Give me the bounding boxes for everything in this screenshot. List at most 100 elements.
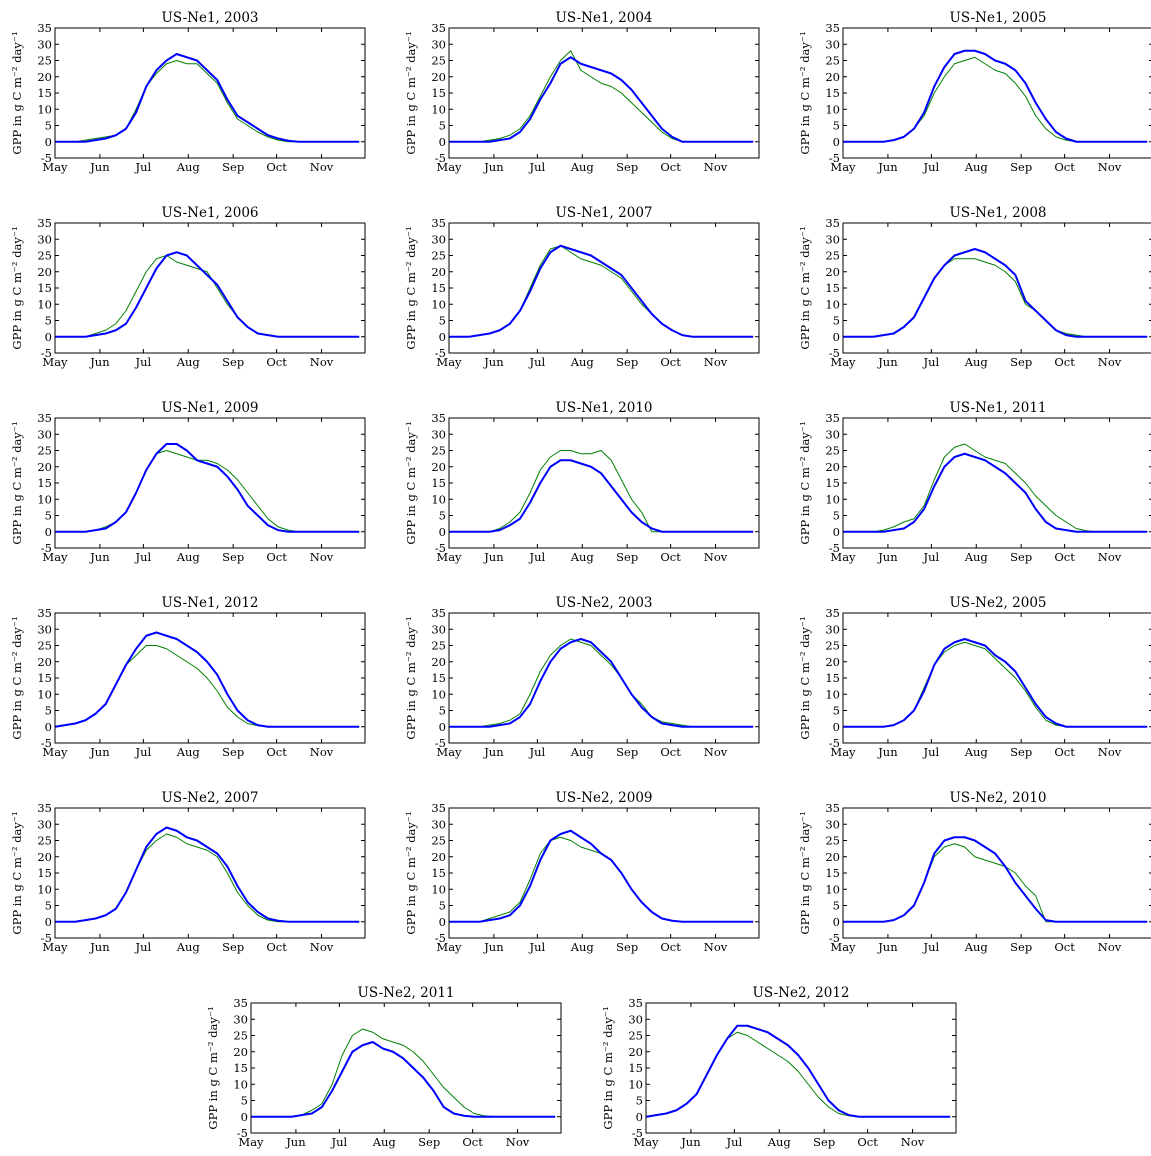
x-tick-label: Jun: [877, 160, 898, 174]
y-tick-label: 5: [636, 1094, 643, 1108]
y-tick-label: 0: [439, 330, 446, 344]
y-tick-label: 20: [431, 655, 446, 669]
x-tick-label: May: [830, 940, 856, 954]
y-tick-label: 35: [37, 216, 52, 230]
panel: US-Ne1, 2006 GPP in g C m⁻² day⁻¹ -5 0 5 10 15…: [10, 205, 366, 369]
y-tick-label: 20: [431, 460, 446, 474]
y-tick-label: 35: [825, 21, 840, 35]
panel-title: US-Ne2, 2010: [949, 790, 1046, 806]
y-tick-label: 10: [431, 492, 446, 506]
y-tick-label: 25: [37, 249, 52, 263]
x-tick-label: Jul: [529, 550, 546, 564]
plot-frame: [448, 612, 760, 744]
x-tick-label: Oct: [266, 355, 287, 369]
y-tick-label: 0: [833, 915, 840, 929]
x-tick-label: Oct: [266, 940, 287, 954]
y-tick-label: 30: [628, 1012, 643, 1026]
x-tick-label: Jun: [483, 550, 504, 564]
y-tick-label: 30: [431, 622, 446, 636]
y-tick-label: 30: [37, 232, 52, 246]
panel-title: US-Ne1, 2011: [949, 400, 1046, 416]
y-tick-label: 0: [45, 915, 52, 929]
data-line: [645, 1024, 951, 1118]
y-axis-label: GPP in g C m⁻² day⁻¹: [10, 226, 24, 349]
y-tick-label: 0: [45, 135, 52, 149]
y-tick-label: 5: [833, 119, 840, 133]
panel: US-Ne2, 2009 GPP in g C m⁻² day⁻¹ -5 0 5 10 15…: [404, 790, 760, 954]
y-tick-label: 30: [825, 37, 840, 51]
y-tick-label: 15: [37, 86, 52, 100]
y-axis-label: GPP in g C m⁻² day⁻¹: [404, 31, 418, 154]
panel-title: US-Ne2, 2009: [555, 790, 652, 806]
x-tick-label: Jul: [923, 940, 940, 954]
x-tick-label: Jun: [483, 745, 504, 759]
panel: US-Ne2, 2010 GPP in g C m⁻² day⁻¹ -5 0 5 10 15…: [798, 790, 1151, 954]
x-tick-label: Oct: [1054, 745, 1075, 759]
x-tick-label: May: [830, 550, 856, 564]
panel-title: US-Ne1, 2004: [555, 10, 652, 26]
x-tick-label: Aug: [767, 1135, 792, 1149]
y-tick-label: 15: [431, 86, 446, 100]
plot-frame: [448, 807, 760, 939]
y-tick-label: 25: [37, 444, 52, 458]
data-line: [645, 1031, 951, 1118]
x-tick-label: May: [436, 940, 462, 954]
y-tick-label: 10: [431, 687, 446, 701]
x-tick-label: Sep: [616, 940, 638, 954]
x-tick-label: Nov: [310, 355, 334, 369]
y-tick-label: 15: [825, 86, 840, 100]
y-tick-label: 0: [45, 330, 52, 344]
y-tick-label: 35: [431, 606, 446, 620]
y-tick-label: 20: [628, 1045, 643, 1059]
panel-title: US-Ne1, 2003: [161, 10, 258, 26]
panel-title: US-Ne1, 2009: [161, 400, 258, 416]
x-tick-label: Sep: [616, 550, 638, 564]
x-tick-label: May: [42, 160, 68, 174]
data-line: [449, 459, 754, 533]
x-tick-label: Jun: [285, 1135, 306, 1149]
y-tick-label: 30: [37, 622, 52, 636]
y-tick-label: -5: [435, 736, 446, 750]
y-tick-label: 30: [37, 817, 52, 831]
panel-title: US-Ne1, 2006: [161, 205, 258, 221]
data-line: [449, 450, 754, 533]
data-line: [251, 1041, 556, 1118]
y-tick-label: 30: [431, 232, 446, 246]
data-line: [449, 244, 754, 338]
y-tick-label: -5: [41, 931, 52, 945]
y-tick-label: 5: [833, 704, 840, 718]
y-tick-label: -5: [829, 346, 840, 360]
x-tick-label: May: [436, 745, 462, 759]
panel: US-Ne1, 2007 GPP in g C m⁻² day⁻¹ -5 0 5 10 15…: [404, 205, 760, 369]
data-line: [449, 829, 754, 923]
data-line: [843, 49, 1148, 143]
y-tick-label: 25: [825, 639, 840, 653]
y-tick-label: -5: [829, 736, 840, 750]
x-tick-label: Nov: [901, 1135, 925, 1149]
data-line: [55, 60, 360, 143]
y-tick-label: 20: [431, 70, 446, 84]
x-tick-label: Jul: [923, 550, 940, 564]
y-tick-label: 10: [825, 102, 840, 116]
y-axis-label: GPP in g C m⁻² day⁻¹: [798, 226, 812, 349]
panel-title: US-Ne1, 2007: [555, 205, 652, 221]
x-tick-label: Jul: [331, 1135, 348, 1149]
y-tick-label: 10: [37, 687, 52, 701]
y-tick-label: 20: [37, 265, 52, 279]
data-line: [449, 50, 754, 143]
x-tick-label: Nov: [310, 550, 334, 564]
data-line: [843, 843, 1148, 923]
y-tick-label: 20: [37, 655, 52, 669]
y-tick-label: 25: [233, 1029, 248, 1043]
x-tick-label: Nov: [704, 355, 728, 369]
y-tick-label: 35: [431, 411, 446, 425]
panel: US-Ne1, 2010 GPP in g C m⁻² day⁻¹ -5 0 5 10 15…: [404, 400, 760, 564]
y-tick-label: 0: [439, 135, 446, 149]
y-tick-label: 10: [37, 492, 52, 506]
y-tick-label: 15: [825, 281, 840, 295]
x-tick-label: Sep: [222, 160, 244, 174]
y-tick-label: 15: [825, 476, 840, 490]
y-tick-label: 5: [833, 509, 840, 523]
y-tick-label: 35: [825, 801, 840, 815]
data-line: [843, 248, 1148, 338]
